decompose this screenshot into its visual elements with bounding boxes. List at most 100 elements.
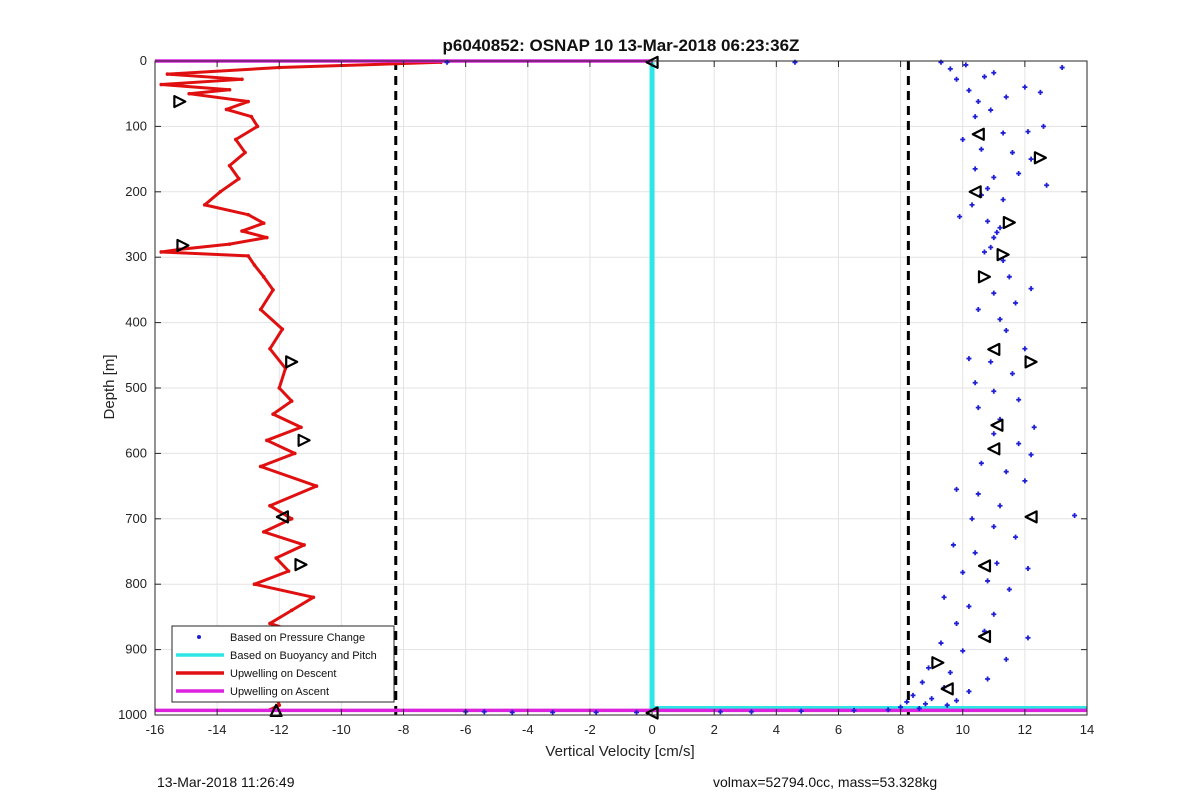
descent-point	[224, 107, 229, 112]
pressure-change-point	[919, 679, 925, 685]
reference-lines	[394, 61, 910, 715]
y-tick-label: 400	[125, 315, 147, 330]
descent-point	[280, 327, 285, 331]
legend: Based on Pressure Change Based on Buoyanc…	[171, 625, 395, 703]
x-tick-label: 10	[955, 722, 969, 737]
y-tick-label: 300	[125, 249, 147, 264]
triangle-marker	[1024, 355, 1038, 369]
x-tick-label: 4	[773, 722, 780, 737]
descent-point	[202, 203, 207, 207]
pressure-change-point	[1003, 656, 1009, 662]
pressure-change-point	[991, 431, 997, 437]
pressure-change-point	[954, 698, 960, 704]
pressure-change-point	[960, 569, 966, 575]
x-tick-label: 14	[1080, 722, 1094, 737]
pressure-change-point	[1025, 635, 1031, 641]
pressure-change-point	[748, 709, 754, 715]
descent-point	[227, 242, 232, 246]
descent-point	[218, 190, 223, 194]
x-tick-label: 6	[835, 722, 842, 737]
x-tick-label: 8	[897, 722, 904, 737]
chart-title: p6040852: OSNAP 10 13-Mar-2018 06:23:36Z	[443, 36, 800, 55]
descent-point	[268, 346, 272, 351]
pressure-change-point	[985, 676, 991, 682]
x-tick-label: -8	[398, 722, 410, 737]
pressure-change-point	[988, 359, 994, 365]
legend-swatch-dots	[197, 635, 201, 639]
descent-point	[233, 137, 238, 142]
pressure-change-point	[929, 696, 935, 702]
footer-timestamp: 13-Mar-2018 11:26:49	[157, 774, 295, 790]
descent-point	[246, 212, 250, 217]
pressure-change-point	[1006, 274, 1012, 280]
pressure-change-point	[1028, 286, 1034, 292]
pressure-change-point	[985, 218, 991, 224]
y-tick-label: 0	[140, 53, 147, 68]
x-tick-label: -14	[208, 722, 227, 737]
descent-point	[277, 703, 282, 707]
pressure-change-point	[1013, 300, 1019, 306]
descent-line	[159, 60, 441, 712]
descent-point	[314, 484, 319, 488]
pressure-change-point	[885, 707, 891, 713]
pressure-change-point	[941, 594, 947, 600]
pressure-change-point	[954, 486, 960, 492]
descent-point	[261, 530, 266, 534]
pressure-change-point	[944, 702, 950, 708]
pressure-change-point	[975, 99, 981, 105]
descent-point	[289, 608, 294, 613]
descent-point	[302, 543, 306, 547]
pressure-change-point	[910, 692, 916, 698]
pressure-change-point	[1031, 424, 1037, 430]
descent-point	[261, 221, 266, 225]
pressure-change-point	[798, 708, 804, 714]
descent-point	[246, 99, 250, 104]
descent-point	[227, 87, 232, 92]
triangle-marker	[1033, 151, 1047, 165]
pressure-change-point	[947, 66, 953, 72]
pressure-change-point	[1025, 566, 1031, 572]
pressure-change-point	[509, 709, 515, 715]
pressure-change-point	[981, 249, 987, 255]
pressure-change-point	[997, 503, 1003, 509]
pressure-change-point	[898, 704, 904, 710]
pressure-change-point	[593, 709, 599, 715]
pressure-change-point	[994, 560, 1000, 566]
footer-volmax-mass: volmax=52794.0cc, mass=53.328kg	[713, 774, 938, 790]
pressure-change-point	[1025, 129, 1031, 135]
descent-point	[227, 163, 232, 168]
x-tick-label: -2	[584, 722, 596, 737]
x-tick-label: -10	[332, 722, 351, 737]
pressure-change-point	[1009, 371, 1015, 377]
triangle-marker	[1024, 510, 1038, 524]
pressure-change-point	[938, 640, 944, 646]
triangle-marker	[977, 270, 992, 284]
x-tick-label: -6	[460, 722, 472, 737]
triangle-marker	[977, 629, 992, 644]
pressure-change-point	[1022, 84, 1028, 90]
descent-point	[286, 569, 291, 573]
pressure-change-point	[991, 235, 997, 241]
pressure-change-point	[1016, 441, 1022, 447]
pressure-change-point	[717, 709, 723, 715]
series-1	[649, 62, 1087, 711]
pressure-change-point	[904, 699, 910, 705]
pressure-change-point	[1003, 94, 1009, 100]
triangle-marker	[297, 433, 311, 447]
pressure-change-point	[1009, 150, 1015, 156]
y-axis: 0 100 200 300 400 500 600 700 800 900 1000	[118, 53, 1087, 722]
triangle-marker	[275, 510, 289, 524]
descent-point	[271, 288, 275, 292]
descent-point	[240, 77, 244, 82]
descent-point	[277, 65, 282, 70]
pressure-change-point	[481, 709, 487, 715]
descent-point	[243, 150, 247, 155]
descent-point	[289, 517, 294, 521]
pressure-change-point	[1041, 123, 1047, 129]
y-axis-label: Depth [m]	[101, 354, 118, 419]
pressure-change-point	[1000, 197, 1006, 203]
pressure-change-point	[954, 620, 960, 626]
pressure-change-point	[1000, 130, 1006, 136]
descent-point	[159, 250, 164, 254]
triangle-markers	[173, 55, 1047, 720]
